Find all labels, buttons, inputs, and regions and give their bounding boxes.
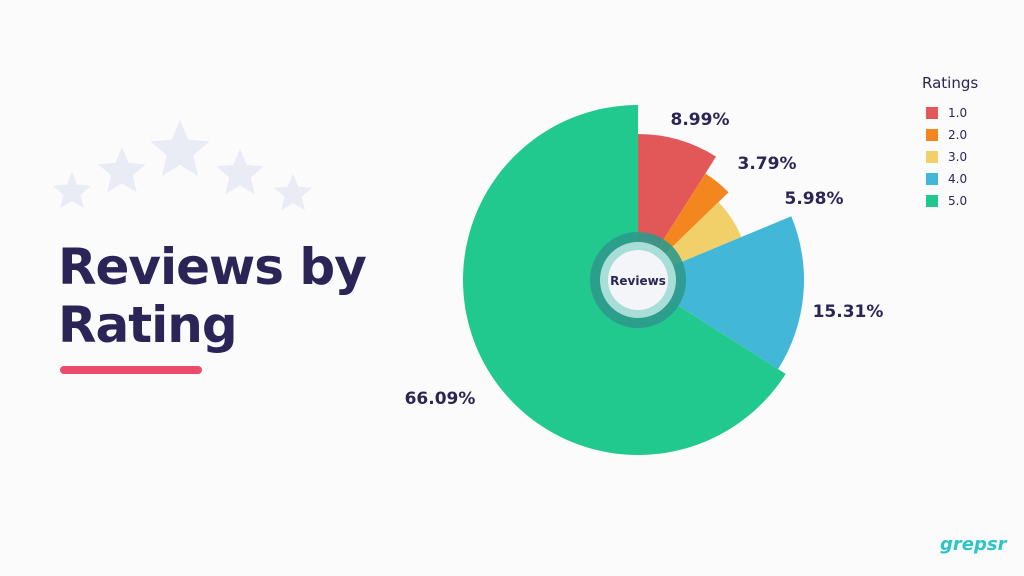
legend-swatch [926,195,938,207]
star-icon [216,149,264,195]
star-icon [98,147,146,193]
slice-label-rating-5-0: 66.09% [405,389,476,409]
legend-title: Ratings [922,74,979,92]
slice-label-rating-4-0: 15.31% [813,302,884,322]
center-disc [608,250,668,310]
star-icon [53,172,91,209]
star-icon [274,174,312,211]
slice-label-rating-1-0: 8.99% [671,110,730,130]
legend-swatch [926,107,938,119]
legend-label: 3.0 [948,150,968,164]
star-icon [150,120,210,177]
center-label: Reviews [610,274,666,288]
page-title: Reviews by Rating [58,238,367,354]
legend-item-rating-2-0: 2.0 [926,124,978,146]
legend-label: 5.0 [948,194,968,208]
legend-label: 1.0 [948,106,968,120]
legend-swatch [926,151,938,163]
pie-center: Reviews [590,232,686,328]
legend-item-rating-3-0: 3.0 [926,146,978,168]
legend-items: 1.0 2.0 3.0 4.0 5.0 [918,102,978,212]
legend-label: 2.0 [948,128,968,142]
title-underline [60,366,202,374]
page-title-line2: Rating [58,296,238,354]
pie-slice-rating-4-0 [638,216,804,370]
legend-swatch [926,129,938,141]
brand-logo: grepsr [940,534,1007,555]
legend-item-rating-5-0: 5.0 [926,190,978,212]
legend-item-rating-1-0: 1.0 [926,102,978,124]
page-title-line1: Reviews by [58,238,367,296]
legend-swatch [926,173,938,185]
slice-label-rating-2-0: 3.79% [738,154,797,174]
chart-legend: Ratings 1.0 2.0 3.0 4.0 5.0 [918,74,978,212]
rating-stars-decoration [53,120,312,211]
slice-label-rating-3-0: 5.98% [785,189,844,209]
legend-item-rating-4-0: 4.0 [926,168,978,190]
legend-label: 4.0 [948,172,968,186]
slice-data-labels: 8.99% 3.79% 5.98% 15.31% 66.09% [405,110,884,409]
